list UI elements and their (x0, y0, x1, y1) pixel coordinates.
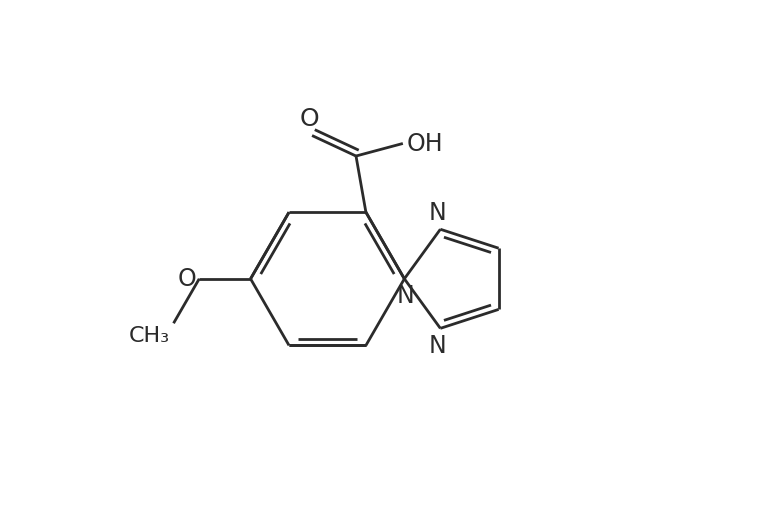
Text: O: O (300, 106, 320, 130)
Text: N: N (429, 201, 447, 225)
Text: N: N (429, 334, 447, 358)
Text: O: O (177, 266, 197, 290)
Text: OH: OH (407, 132, 444, 156)
Text: CH₃: CH₃ (128, 326, 170, 346)
Text: N: N (396, 283, 414, 307)
